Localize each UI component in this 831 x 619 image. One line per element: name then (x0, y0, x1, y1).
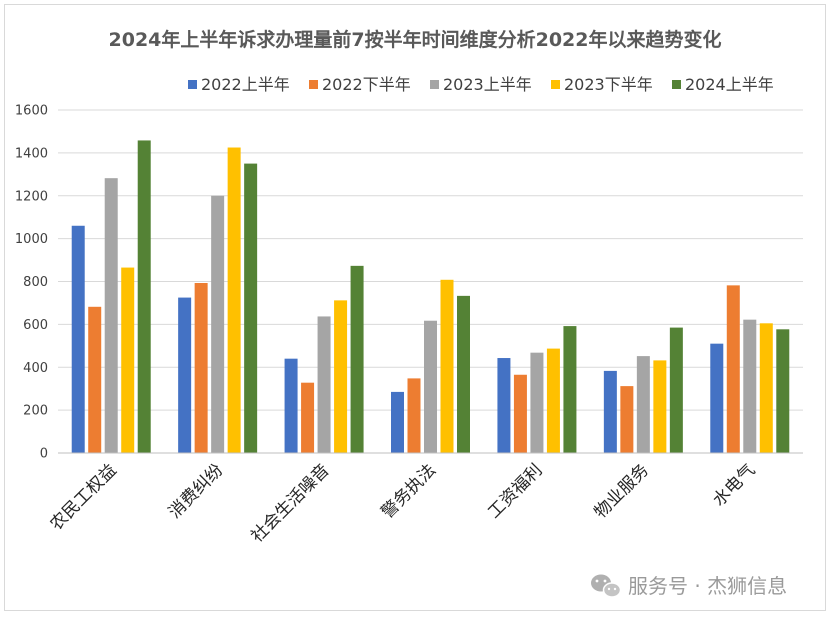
legend-label: 2024上半年 (685, 75, 774, 94)
y-tick-label: 800 (23, 275, 48, 290)
watermark-text: 服务号 · 杰狮信息 (628, 574, 787, 598)
bars (71, 140, 790, 453)
x-category-label: 警务执法 (378, 460, 440, 522)
bar (710, 343, 724, 453)
bar (563, 326, 577, 453)
x-category-label: 物业服务 (591, 460, 653, 522)
bar (457, 295, 470, 453)
legend-swatch (551, 80, 560, 89)
y-axis: 0 200 400 600 800 1000 1200 1400 1600 (15, 104, 48, 462)
bar (104, 178, 118, 453)
y-tick-label: 600 (23, 318, 48, 333)
y-tick-label: 400 (23, 361, 48, 376)
bar (530, 352, 544, 453)
x-category-label: 工资福利 (484, 460, 546, 522)
y-tick-label: 200 (23, 404, 48, 419)
y-tick-label: 1200 (15, 189, 48, 204)
legend-swatch (672, 80, 681, 89)
bar (653, 360, 667, 453)
bar (759, 323, 773, 453)
bar (178, 297, 192, 453)
legend: 2022上半年 2022下半年 2023上半年 2023下半年 2024上半年 (188, 75, 774, 94)
bar (497, 358, 511, 453)
bar (350, 265, 364, 453)
bar (726, 285, 740, 453)
bar (776, 329, 790, 453)
chart-title: 2024年上半年诉求办理量前7按半年时间维度分析2022年以来趋势变化 (109, 28, 722, 51)
bar (244, 163, 258, 453)
bar (743, 319, 757, 453)
bar (391, 391, 404, 453)
bar (88, 306, 102, 453)
legend-swatch (188, 80, 197, 89)
bar (211, 195, 225, 453)
bar (284, 358, 298, 453)
bar (121, 267, 135, 453)
legend-label: 2022上半年 (201, 75, 290, 94)
bar (317, 316, 331, 453)
bar (71, 225, 85, 453)
bar (636, 356, 650, 453)
y-tick-label: 0 (40, 447, 48, 462)
bar (603, 370, 617, 453)
y-tick-label: 1000 (15, 232, 48, 247)
y-tick-label: 1600 (15, 104, 48, 119)
x-category-label: 消费纠纷 (165, 460, 227, 522)
legend-label: 2023上半年 (443, 75, 532, 94)
bar (407, 378, 421, 453)
bar (424, 320, 437, 453)
bar (334, 300, 348, 453)
legend-swatch (430, 80, 439, 89)
bar (546, 348, 560, 453)
bar (301, 382, 315, 453)
legend-label: 2023下半年 (564, 75, 653, 94)
x-axis: 农民工权益 消费纠纷 社会生活噪音 警务执法 工资福利 物业服务 水电气 (47, 460, 760, 546)
bar (513, 374, 527, 453)
bar (227, 147, 241, 453)
bar (620, 386, 634, 453)
x-category-label: 水电气 (709, 460, 759, 510)
legend-label: 2022下半年 (322, 75, 411, 94)
bar (669, 327, 683, 453)
x-category-label: 农民工权益 (47, 460, 121, 534)
bar (440, 279, 454, 453)
bar (137, 140, 151, 453)
chart-frame (4, 4, 826, 611)
watermark: 服务号 · 杰狮信息 (591, 574, 787, 598)
x-category-label: 社会生活噪音 (247, 460, 333, 546)
legend-swatch (309, 80, 318, 89)
wechat-icon (591, 574, 622, 598)
y-tick-label: 1400 (15, 146, 48, 161)
bar (194, 283, 208, 453)
